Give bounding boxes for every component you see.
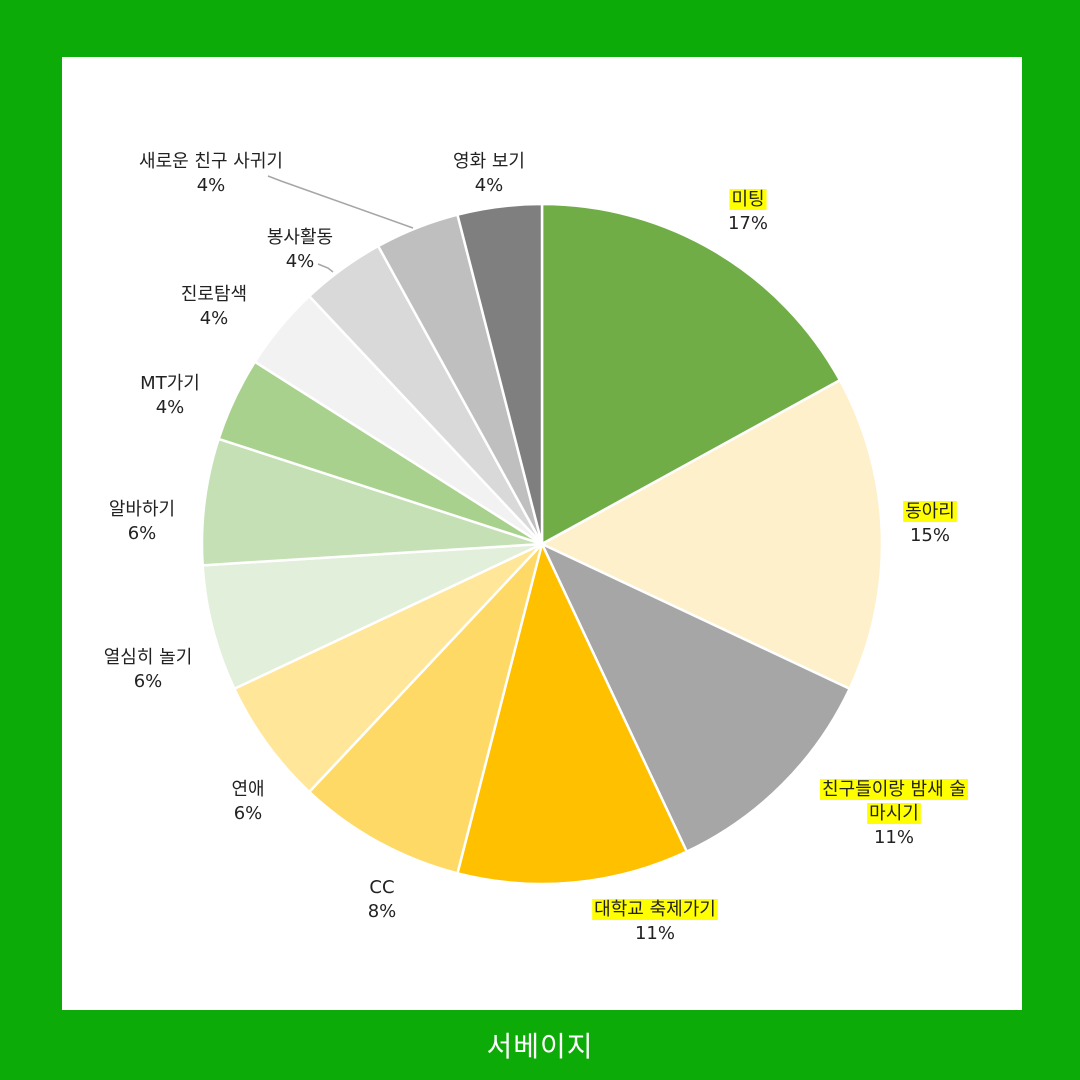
pie-slice-열심히-놀기 bbox=[201, 542, 544, 691]
slice-label-CC: CC 8% bbox=[368, 877, 397, 922]
slice-percent: 11% bbox=[874, 827, 914, 848]
slice-percent: 4% bbox=[475, 175, 504, 196]
slice-name: 봉사활동 bbox=[267, 227, 333, 248]
slice-percent: 8% bbox=[368, 901, 397, 922]
slice-label-미팅: 미팅 17% bbox=[728, 189, 768, 234]
label-highlight bbox=[903, 501, 957, 522]
slice-label-MT가기: MT가기 4% bbox=[140, 373, 200, 418]
slice-percent: 11% bbox=[635, 923, 675, 944]
slice-name: 연애 bbox=[231, 779, 264, 800]
footer-brand: 서베이지 bbox=[486, 1030, 594, 1063]
slice-label-대학교-축제가기: 대학교 축제가기 11% bbox=[592, 899, 718, 944]
slice-name: 친구들이랑 밤새 술 bbox=[822, 779, 966, 800]
slice-percent: 4% bbox=[156, 397, 185, 418]
pie-slice-미팅 bbox=[540, 202, 842, 546]
label-highlight bbox=[820, 779, 968, 800]
slice-percent: 4% bbox=[286, 251, 315, 272]
pie-slice-친구들이랑-밤새-술-마시기 bbox=[540, 542, 851, 853]
pie-slice-연애 bbox=[233, 542, 544, 794]
slice-name: 영화 보기 bbox=[453, 151, 525, 172]
pie-slice-알바하기 bbox=[200, 437, 544, 567]
slice-label-진로탐색: 진로탐색 4% bbox=[181, 284, 247, 329]
slice-name: 대학교 축제가기 bbox=[594, 899, 716, 920]
slice-label-연애: 연애 6% bbox=[231, 779, 264, 824]
slice-percent: 6% bbox=[234, 803, 263, 824]
label-highlight bbox=[867, 803, 921, 824]
pie-slice-동아리 bbox=[540, 378, 884, 691]
slice-name: 알바하기 bbox=[109, 499, 175, 520]
slice-label-알바하기: 알바하기 6% bbox=[109, 499, 175, 544]
slice-name: 마시기 bbox=[869, 803, 919, 824]
leader-line-새로운-친구-사귀기 bbox=[267, 175, 414, 229]
slice-label-봉사활동: 봉사활동 4% bbox=[267, 227, 333, 272]
slice-label-새로운-친구-사귀기: 새로운 친구 사귀기 4% bbox=[139, 151, 283, 196]
pie-slice-대학교-축제가기 bbox=[456, 542, 689, 886]
slice-label-열심히-놀기: 열심히 놀기 6% bbox=[104, 647, 193, 692]
slice-percent: 6% bbox=[128, 523, 157, 544]
slice-label-동아리: 동아리 15% bbox=[903, 501, 957, 546]
slice-name: 열심히 놀기 bbox=[104, 647, 193, 668]
slice-name: MT가기 bbox=[140, 373, 200, 394]
slice-name: 새로운 친구 사귀기 bbox=[139, 151, 283, 172]
pie-slice-CC bbox=[308, 542, 544, 875]
slice-name: 동아리 bbox=[905, 501, 955, 522]
slice-name: CC bbox=[369, 877, 394, 898]
slice-percent: 17% bbox=[728, 213, 768, 234]
slice-percent: 15% bbox=[910, 525, 950, 546]
label-highlight bbox=[592, 899, 718, 920]
pie-slice-영화-보기 bbox=[456, 202, 544, 546]
label-highlight bbox=[729, 189, 767, 210]
slice-percent: 4% bbox=[200, 308, 229, 329]
leader-line-봉사활동 bbox=[317, 263, 334, 273]
slice-label-영화-보기: 영화 보기 4% bbox=[453, 151, 525, 196]
slice-percent: 6% bbox=[134, 671, 163, 692]
slice-name: 진로탐색 bbox=[181, 284, 247, 305]
slice-percent: 4% bbox=[197, 175, 226, 196]
slice-name: 미팅 bbox=[731, 189, 764, 210]
